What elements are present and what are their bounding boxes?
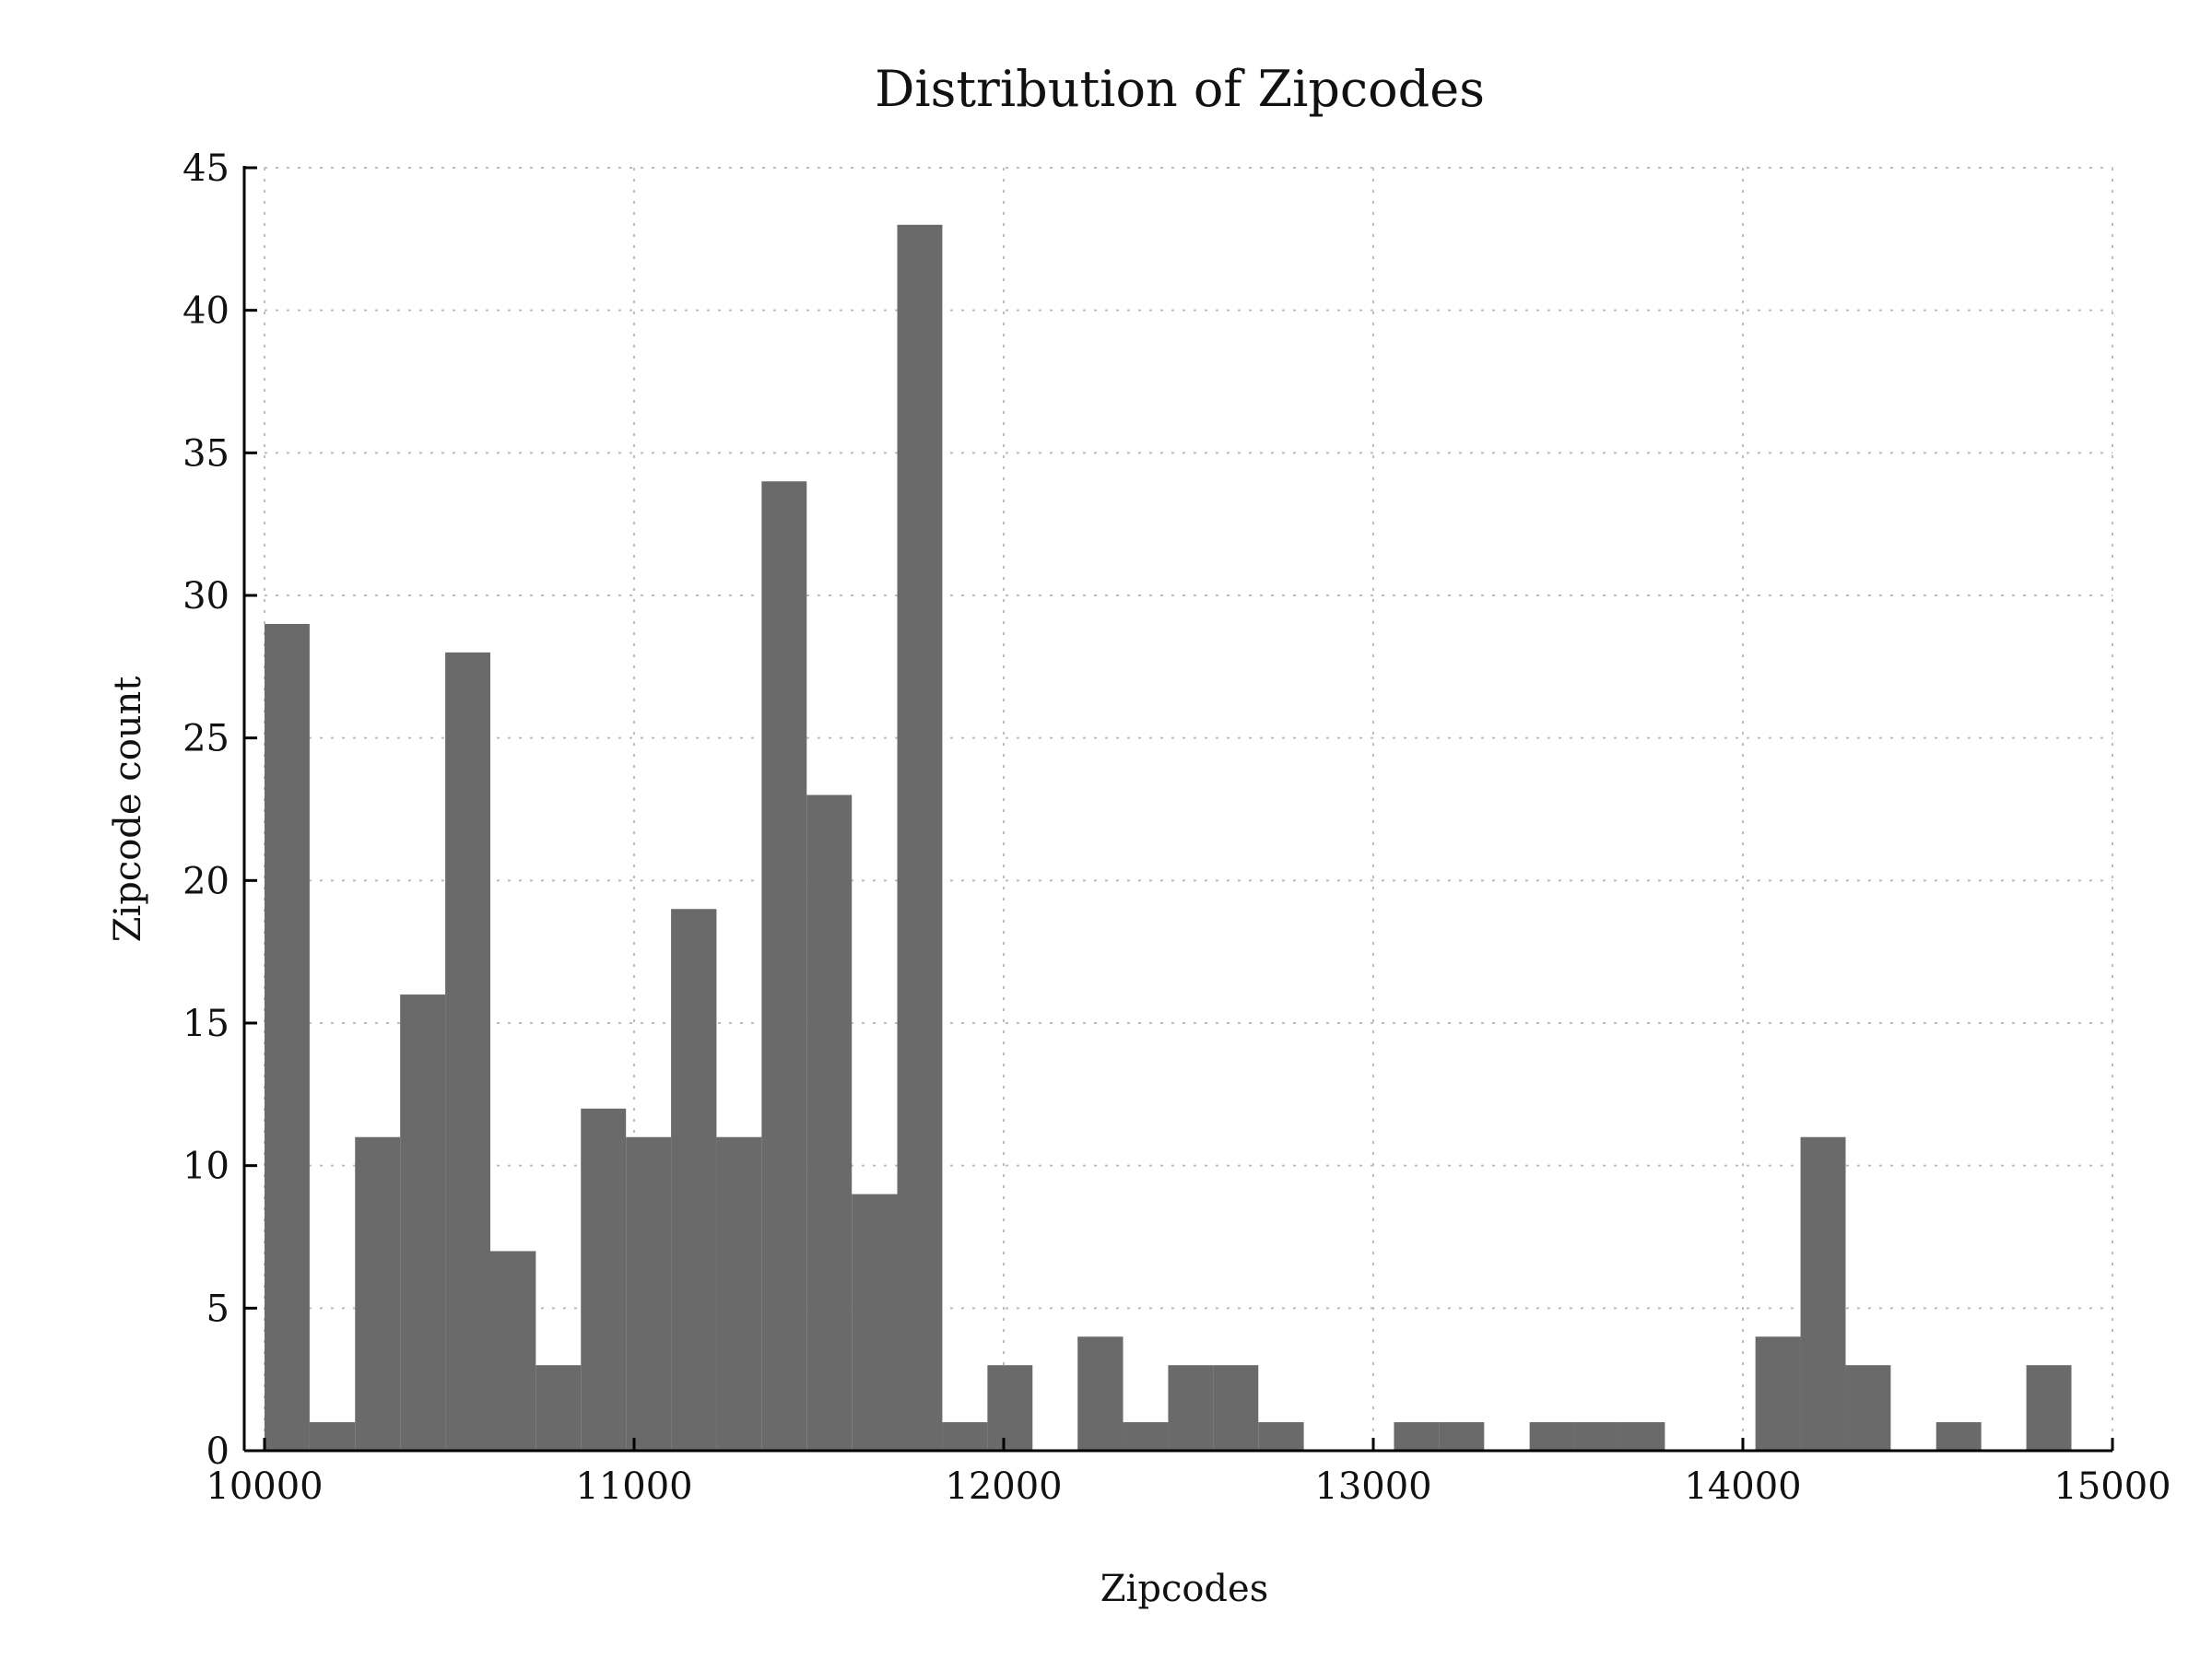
- histogram-bar: [1936, 1422, 1982, 1451]
- histogram-bar: [1168, 1365, 1214, 1451]
- histogram-bar: [1213, 1365, 1259, 1451]
- y-axis-ticks: 0 5 10 15 20 25 30 35 40 45: [182, 147, 257, 1473]
- histogram-bar: [806, 794, 853, 1451]
- x-tick-label: 11000: [575, 1465, 692, 1508]
- x-tick-label: 13000: [1314, 1465, 1431, 1508]
- y-tick-label: 5: [206, 1288, 229, 1330]
- y-tick-label: 30: [182, 575, 229, 618]
- histogram-bar: [1800, 1136, 1846, 1451]
- histogram-bar: [1529, 1422, 1575, 1451]
- histogram-bar: [490, 1251, 536, 1451]
- y-tick-label: 15: [182, 1003, 229, 1045]
- histogram-bar: [535, 1365, 582, 1451]
- histogram-bar: [987, 1365, 1033, 1451]
- histogram-bar: [1845, 1365, 1891, 1451]
- histogram-bar: [581, 1108, 627, 1451]
- histogram-bar: [355, 1136, 401, 1451]
- histogram-bar: [897, 224, 943, 1451]
- x-tick-label: 10000: [206, 1465, 323, 1508]
- x-axis-label: Zipcodes: [1100, 1568, 1268, 1610]
- histogram-bar: [1077, 1336, 1124, 1451]
- histogram-bar: [1123, 1422, 1169, 1451]
- y-tick-label: 40: [182, 290, 229, 333]
- histogram-bar: [626, 1136, 672, 1451]
- y-tick-label: 35: [182, 432, 229, 475]
- chart-title: Distribution of Zipcodes: [875, 60, 1485, 118]
- x-tick-label: 12000: [945, 1465, 1062, 1508]
- histogram-bar: [1619, 1422, 1665, 1451]
- histogram-bar: [445, 652, 491, 1451]
- y-tick-label: 10: [182, 1146, 229, 1188]
- x-axis-ticks: 10000 11000 12000 13000 14000 15000: [206, 1438, 2171, 1508]
- histogram-bar: [671, 909, 717, 1451]
- histogram-bar: [400, 994, 446, 1451]
- histogram-bar: [942, 1422, 988, 1451]
- histogram-bar: [265, 623, 310, 1451]
- axes: [242, 166, 2112, 1453]
- y-tick-label: 25: [182, 718, 229, 760]
- histogram-bar: [1394, 1422, 1440, 1451]
- y-tick-label: 0: [206, 1430, 229, 1473]
- y-tick-label: 20: [182, 860, 229, 902]
- bars: [265, 224, 2072, 1452]
- x-tick-label: 15000: [2053, 1465, 2171, 1508]
- histogram-bar: [1258, 1422, 1304, 1451]
- y-axis-label: Zipcode count: [107, 677, 149, 943]
- histogram-bar: [2026, 1365, 2072, 1451]
- y-tick-label: 45: [182, 147, 229, 190]
- histogram-bar: [309, 1422, 356, 1451]
- histogram-bar: [1439, 1422, 1485, 1451]
- histogram-bar: [1574, 1422, 1620, 1451]
- x-tick-label: 14000: [1684, 1465, 1801, 1508]
- histogram-bar: [1755, 1336, 1801, 1451]
- histogram-bar: [716, 1136, 762, 1451]
- histogram-bar: [852, 1194, 898, 1451]
- histogram-bar: [761, 481, 807, 1452]
